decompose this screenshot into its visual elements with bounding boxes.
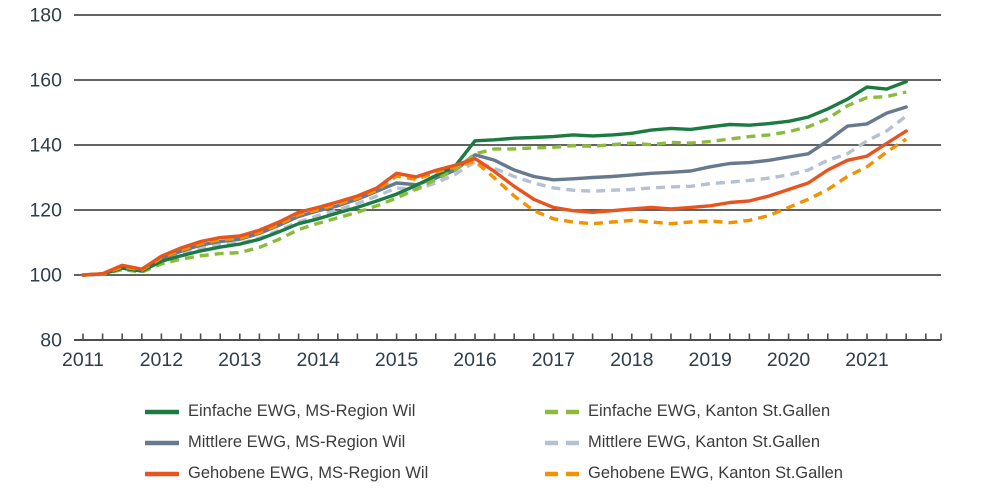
legend-item-gehobene-ewg-kanton-st-gallen: Gehobene EWG, Kanton St.Gallen [545,458,843,489]
legend-item-einfache-ewg-kanton-st-gallen: Einfache EWG, Kanton St.Gallen [545,396,843,427]
x-tick-label-2019: 2019 [689,349,732,371]
legend-swatch-dashed-line [545,440,579,445]
x-tick-label-2020: 2020 [767,349,811,371]
x-tick-label-2011: 2011 [62,349,104,371]
legend-label: Einfache EWG, Kanton St.Gallen [588,402,831,420]
legend-item-mittlere-ewg-kanton-st-gallen: Mittlere EWG, Kanton St.Gallen [545,427,843,458]
y-tick-label-180: 180 [29,5,62,27]
x-tick-label-2015: 2015 [375,349,419,371]
legend-swatch-dashed-line [545,409,579,414]
series-line-gehobene-ewg-kanton-st-gallen [82,137,908,277]
series-line-einfache-ewg-ms-region-wil [81,79,908,277]
legend-column-kanton-st-gallen: Einfache EWG, Kanton St.Gallen Mittlere E… [545,396,843,489]
y-tick-label-160: 160 [29,70,62,92]
x-tick-label-2017: 2017 [532,349,575,371]
legend-label: Gehobene EWG, MS-Region Wil [188,464,429,482]
y-tick-label-140: 140 [29,135,62,157]
legend-label: Einfache EWG, MS-Region Wil [188,402,416,420]
legend-column-ms-region-wil: Einfache EWG, MS-Region Wil Mittlere EWG,… [145,396,428,489]
y-tick-label-120: 120 [29,200,62,222]
y-tick-label-100: 100 [29,265,62,287]
plot-area: 80 100 120 140 160 180 2011 2012 2013 2014 2015 201… [29,5,942,371]
x-tick-label-2013: 2013 [218,349,261,371]
y-tick-label-80: 80 [40,330,62,352]
series-line-mittlere-ewg-kanton-st-gallen [82,114,908,277]
x-tick-label-2021: 2021 [845,349,888,371]
x-tick-label-2018: 2018 [610,349,653,371]
x-tick-label-2014: 2014 [297,349,341,371]
x-tick-label-2016: 2016 [453,349,496,371]
legend-item-mittlere-ewg-ms-region-wil: Mittlere EWG, MS-Region Wil [145,427,428,458]
legend-swatch-solid-line [145,440,179,445]
legend-swatch-solid-line [145,471,179,476]
legend-label: Mittlere EWG, MS-Region Wil [188,433,406,451]
legend-label: Mittlere EWG, Kanton St.Gallen [588,433,821,451]
series-line-mittlere-ewg-ms-region-wil [81,105,908,277]
legend-item-einfache-ewg-ms-region-wil: Einfache EWG, MS-Region Wil [145,396,428,427]
x-tick-label-2012: 2012 [140,349,183,371]
legend-swatch-solid-line [145,409,179,414]
legend-swatch-dashed-line [545,471,579,476]
legend-label: Gehobene EWG, Kanton St.Gallen [588,464,843,482]
series-line-gehobene-ewg-ms-region-wil [81,129,908,277]
legend-item-gehobene-ewg-ms-region-wil: Gehobene EWG, MS-Region Wil [145,458,428,489]
series-line-einfache-ewg-kanton-st-gallen [82,90,907,277]
